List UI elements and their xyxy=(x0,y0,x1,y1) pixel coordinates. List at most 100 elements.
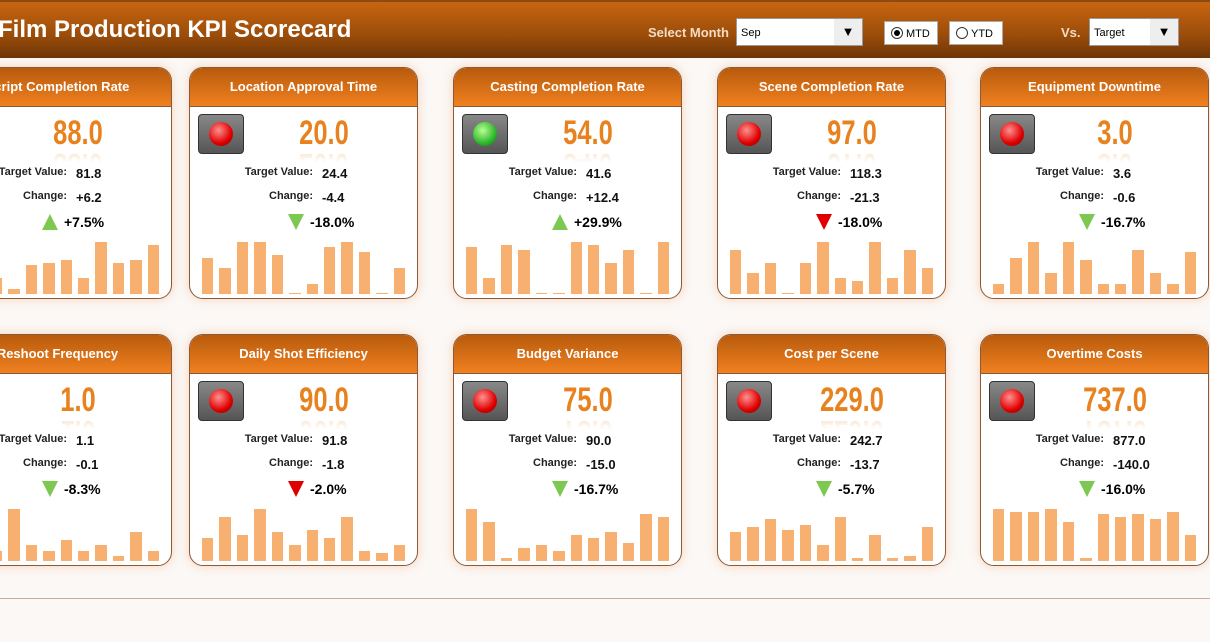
trend-bar xyxy=(1184,535,1197,561)
change-value: -15.0 xyxy=(586,457,616,472)
month-dropdown[interactable]: Sep ▼ xyxy=(736,18,863,46)
ytd-radio[interactable]: YTD xyxy=(949,21,1003,45)
trend-bar xyxy=(622,249,635,294)
trend-bar xyxy=(271,532,284,561)
kpi-card: Equipment Downtime 3.0 Target Value: 3.6… xyxy=(980,67,1209,299)
trend-down-arrow-icon xyxy=(288,481,304,497)
kpi-value: 75.0 xyxy=(563,381,613,419)
trend-bar xyxy=(640,514,652,561)
change-percent: +7.5% xyxy=(64,214,105,230)
trend-bar xyxy=(817,242,829,294)
target-label: Target Value: xyxy=(0,166,67,178)
change-label: Change: xyxy=(23,190,67,202)
trend-bar xyxy=(834,516,846,561)
trend-bar xyxy=(1114,283,1127,294)
trend-bar xyxy=(993,283,1005,294)
trend-bar xyxy=(747,527,759,561)
kpi-card: Cost per Scene 229.0 Target Value: 242.7… xyxy=(717,334,946,566)
trend-bar xyxy=(483,278,495,294)
kpi-value: 1.0 xyxy=(60,381,96,419)
trend-bar xyxy=(112,262,125,294)
trend-bar xyxy=(1132,249,1144,294)
trend-bar xyxy=(341,516,353,561)
trend-bar xyxy=(869,535,881,561)
chevron-down-icon[interactable]: ▼ xyxy=(1150,19,1178,45)
trend-bar-chart xyxy=(993,242,1197,294)
trend-bar xyxy=(1062,522,1075,561)
target-value: 118.3 xyxy=(850,166,882,181)
radio-selected-icon xyxy=(891,27,903,39)
change-label: Change: xyxy=(269,190,313,202)
trend-up-arrow-icon xyxy=(552,214,568,230)
card-title: Scene Completion Rate xyxy=(718,68,945,107)
trend-bar-chart xyxy=(466,242,670,294)
trend-bar xyxy=(358,550,371,561)
trend-bar xyxy=(730,249,742,294)
mtd-radio[interactable]: MTD xyxy=(884,21,938,45)
ytd-label: YTD xyxy=(971,28,993,40)
trend-down-arrow-icon xyxy=(1079,481,1095,497)
card-title: Reshoot Frequency xyxy=(0,335,171,374)
change-label: Change: xyxy=(797,190,841,202)
trend-bar xyxy=(553,550,565,561)
trend-down-arrow-icon xyxy=(816,481,832,497)
trend-bar xyxy=(518,548,530,561)
trend-bar xyxy=(587,537,600,561)
trend-bar xyxy=(782,529,794,561)
change-value: -21.3 xyxy=(850,190,880,205)
trend-bar xyxy=(1167,283,1179,294)
status-light-red-icon xyxy=(198,381,244,421)
trend-bar xyxy=(1097,514,1109,561)
vs-value: Target xyxy=(1094,27,1125,39)
change-value: -0.6 xyxy=(1113,190,1136,205)
vs-label: Vs. xyxy=(1061,25,1081,40)
change-percent: -18.0% xyxy=(310,214,355,230)
target-label: Target Value: xyxy=(508,433,577,445)
trend-bar xyxy=(1080,260,1092,294)
trend-bar xyxy=(393,545,406,561)
change-percent: -8.3% xyxy=(64,481,101,497)
trend-bar xyxy=(25,265,38,294)
trend-bar xyxy=(95,242,107,294)
trend-bar xyxy=(886,278,899,294)
trend-up-arrow-icon xyxy=(42,214,58,230)
target-value: 3.6 xyxy=(1113,166,1132,181)
trend-bar xyxy=(921,527,934,561)
trend-bar xyxy=(640,292,652,294)
change-percent: +29.9% xyxy=(574,214,622,230)
change-label: Change: xyxy=(797,457,841,469)
kpi-card: Script Completion Rate 88.0 Target Value… xyxy=(0,67,172,299)
trend-bar xyxy=(77,550,90,561)
target-value: 1.1 xyxy=(76,433,95,448)
trend-bar xyxy=(0,550,3,561)
page-title: Film Production KPI Scorecard xyxy=(0,16,352,43)
trend-bar xyxy=(730,532,742,561)
change-value: -13.7 xyxy=(850,457,880,472)
trend-bar xyxy=(553,292,565,294)
trend-bar-chart xyxy=(730,509,934,561)
card-title: Overtime Costs xyxy=(981,335,1208,374)
trend-bar xyxy=(1010,257,1022,294)
trend-bar xyxy=(289,292,301,294)
trend-bar xyxy=(657,516,670,561)
trend-down-arrow-icon xyxy=(1079,214,1095,230)
trend-bar xyxy=(466,509,478,561)
trend-bar xyxy=(1132,514,1144,561)
trend-bar xyxy=(43,550,55,561)
target-value: 91.8 xyxy=(322,433,348,448)
trend-bar xyxy=(376,553,388,561)
trend-bar xyxy=(851,281,864,294)
trend-bar xyxy=(1045,273,1057,294)
trend-bar xyxy=(570,242,582,294)
month-value: Sep xyxy=(741,27,761,39)
chevron-down-icon[interactable]: ▼ xyxy=(834,19,862,45)
vs-dropdown[interactable]: Target ▼ xyxy=(1089,18,1179,46)
trend-bar xyxy=(570,535,582,561)
trend-bar-chart xyxy=(993,509,1197,561)
card-title: Script Completion Rate xyxy=(0,68,171,107)
status-light-red-icon xyxy=(726,114,772,154)
trend-bar-chart xyxy=(0,509,160,561)
trend-bar xyxy=(376,292,388,294)
target-value: 90.0 xyxy=(586,433,612,448)
change-percent: -16.7% xyxy=(574,481,619,497)
